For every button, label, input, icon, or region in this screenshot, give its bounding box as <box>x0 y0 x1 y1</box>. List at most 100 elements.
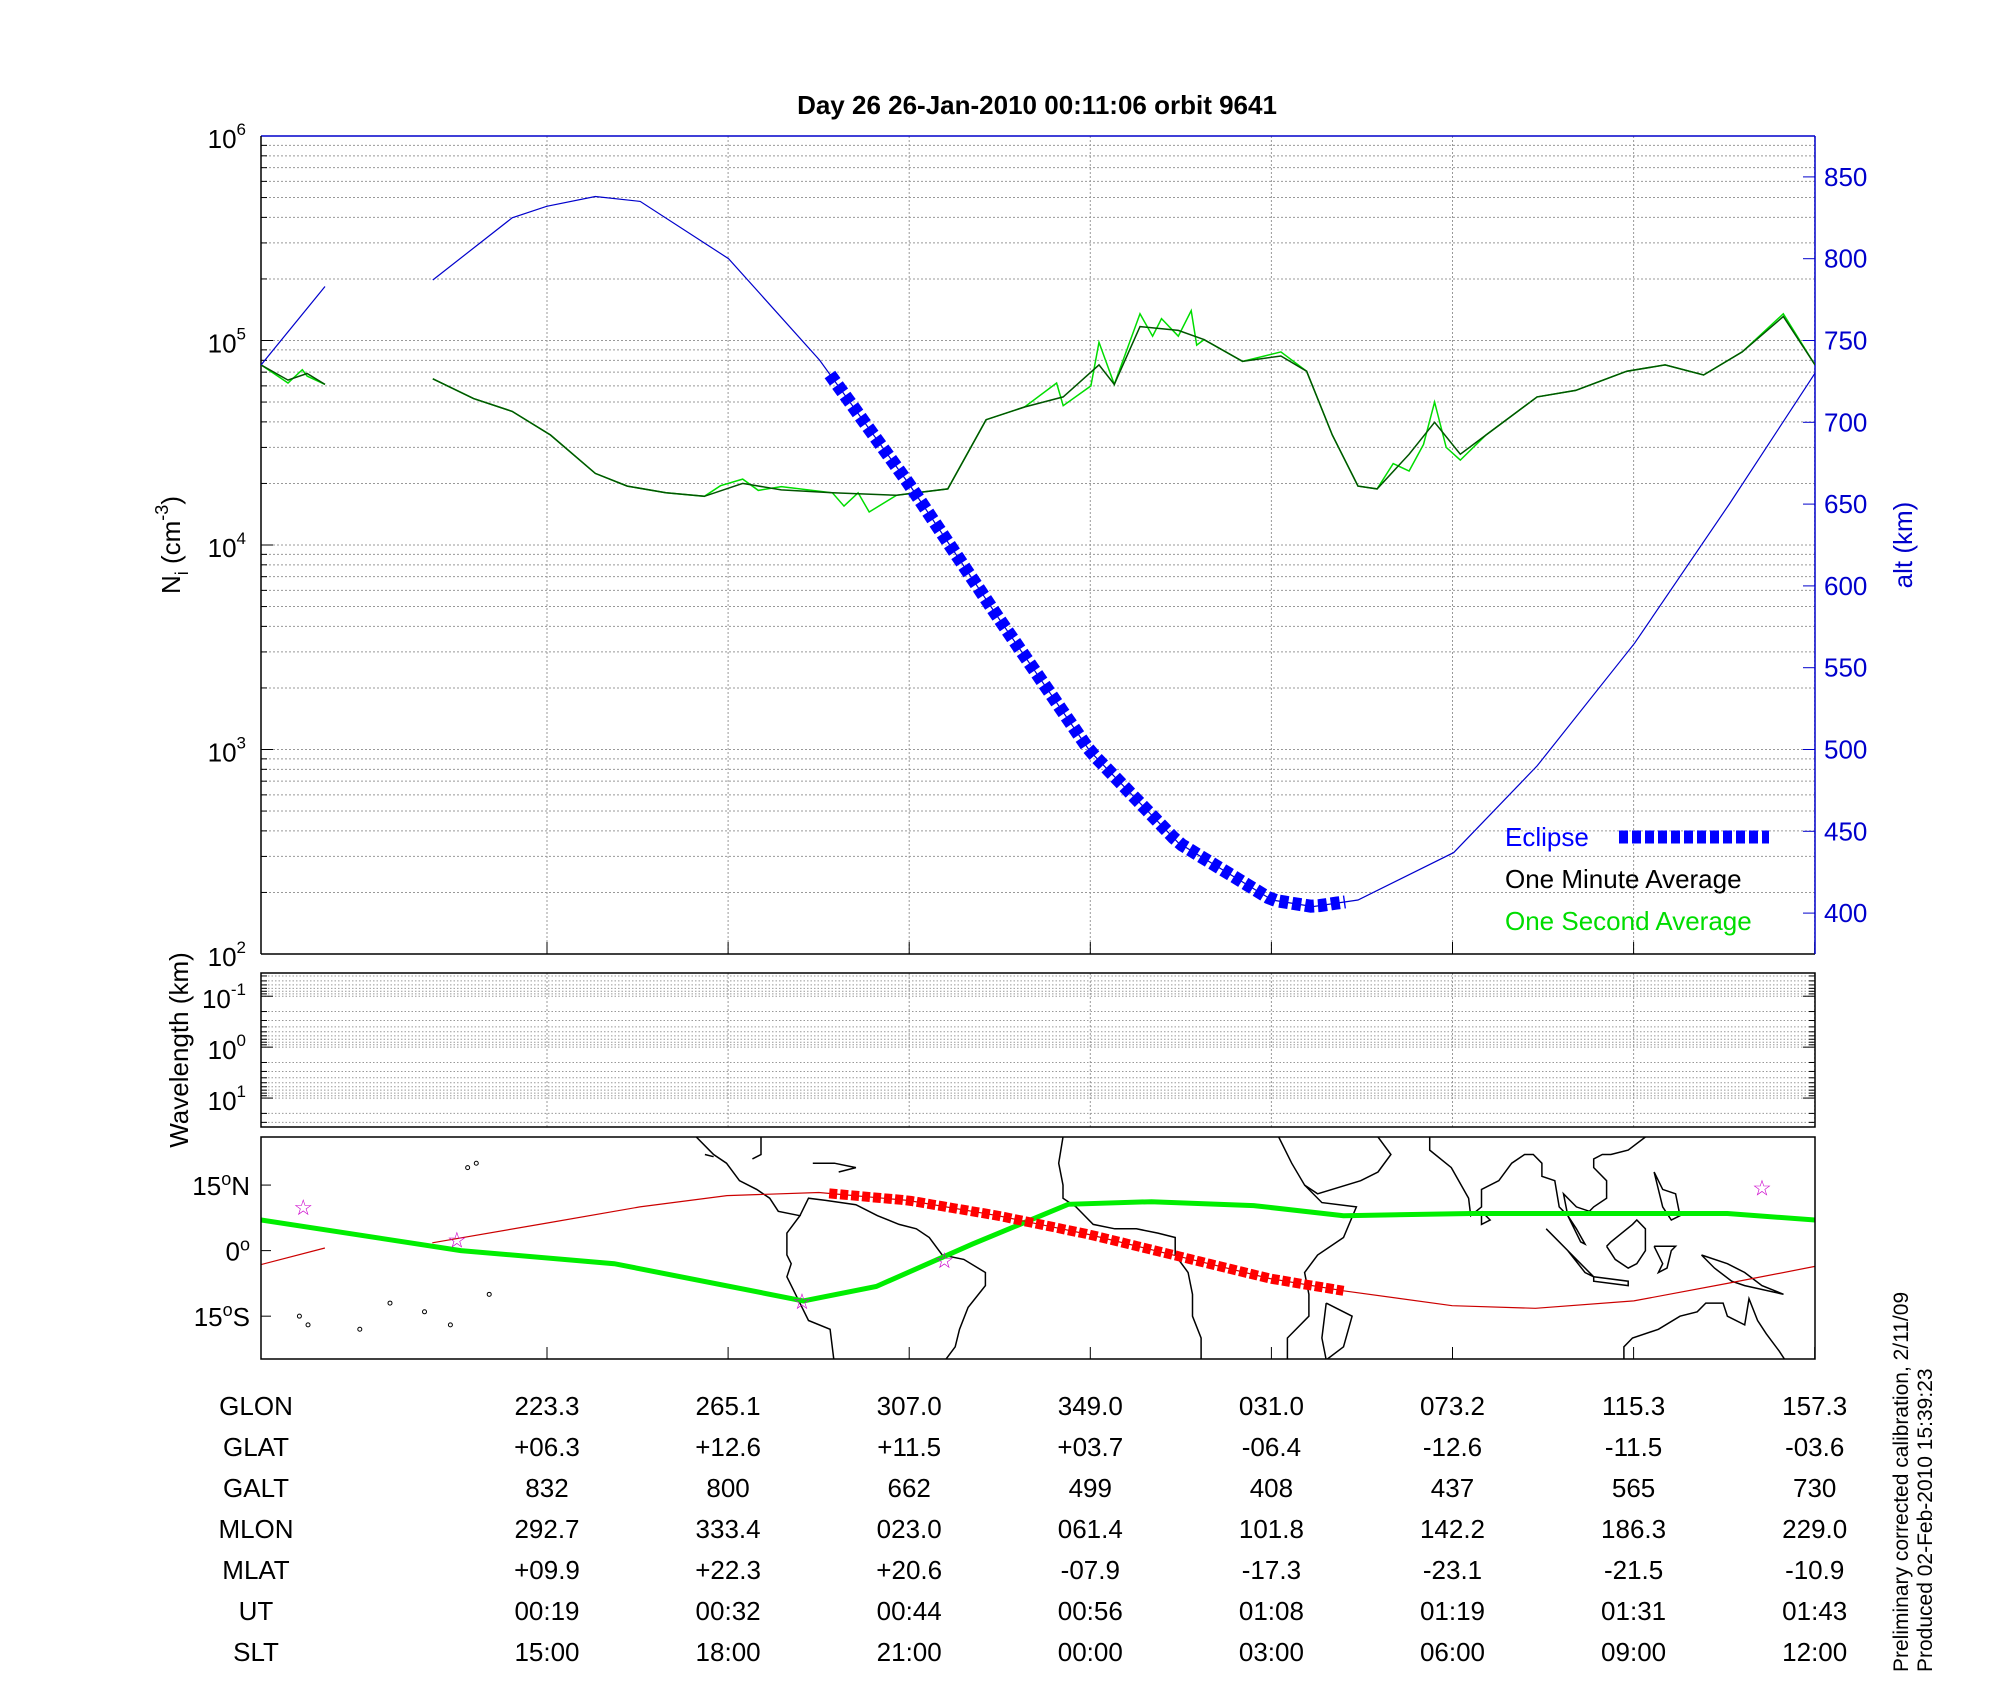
row-value: 01:19 <box>1420 1596 1485 1626</box>
y2-tick-label: 500 <box>1824 735 1867 765</box>
y-tick-label: 103 <box>208 734 246 768</box>
row-label: GLAT <box>223 1432 289 1462</box>
star-marker: ☆ <box>935 1248 955 1273</box>
island <box>305 1322 311 1328</box>
row-value: 023.0 <box>877 1514 942 1544</box>
row-value: 00:56 <box>1058 1596 1123 1626</box>
row-value: -07.9 <box>1061 1555 1120 1585</box>
map-panel: ☆ ☆ ☆ ☆ ☆ 15oN 0o 15oS <box>192 1136 1816 1360</box>
island <box>486 1291 492 1297</box>
row-value: 115.3 <box>1602 1391 1665 1421</box>
star-marker: ☆ <box>447 1227 467 1252</box>
chart-title: Day 26 26-Jan-2010 00:11:06 orbit 9641 <box>797 90 1277 120</box>
island <box>296 1313 302 1319</box>
row-value: +12.6 <box>695 1432 761 1462</box>
altitude-line <box>261 286 326 366</box>
row-value: 18:00 <box>696 1637 761 1667</box>
row-value: 01:43 <box>1782 1596 1847 1626</box>
row-value: 00:32 <box>696 1596 761 1626</box>
row-value: 00:19 <box>514 1596 579 1626</box>
y2-axis-label: alt (km) <box>1888 502 1918 589</box>
row-value: 06:00 <box>1420 1637 1485 1667</box>
coastline <box>695 1137 835 1359</box>
row-value: 333.4 <box>696 1514 761 1544</box>
map-area: ☆ ☆ ☆ ☆ ☆ <box>261 1137 1815 1359</box>
panel-frame <box>260 972 1816 1128</box>
row-value: 800 <box>706 1473 749 1503</box>
y-tick-label: 105 <box>208 325 246 359</box>
lat-tick-label: 0o <box>226 1235 250 1267</box>
row-value: +22.3 <box>695 1555 761 1585</box>
coastline <box>812 1162 857 1173</box>
y2-tick-label: 800 <box>1824 244 1867 274</box>
row-value: -06.4 <box>1242 1432 1301 1462</box>
island <box>387 1300 393 1306</box>
row-label: SLT <box>233 1637 279 1667</box>
row-value: 223.3 <box>514 1391 579 1421</box>
table-row: GLAT +06.3 +12.6 +11.5 +03.7 -06.4 -12.6 -11.5 -… <box>223 1432 1844 1462</box>
row-value: +09.9 <box>514 1555 580 1585</box>
row-value: 061.4 <box>1058 1514 1123 1544</box>
satellite-track-line <box>432 1191 1815 1309</box>
density-panel: 106 105 104 103 102 400 450 500 550 600 650 700 750 8… <box>152 120 1918 972</box>
coastline <box>1545 1228 1595 1278</box>
y-tick-label: 104 <box>208 529 246 563</box>
star-marker: ☆ <box>1752 1176 1772 1201</box>
row-value: 499 <box>1069 1473 1112 1503</box>
y-tick-label: 106 <box>208 120 246 154</box>
row-value: 142.2 <box>1420 1514 1485 1544</box>
row-value: 073.2 <box>1420 1391 1485 1421</box>
row-value: 12:00 <box>1782 1637 1847 1667</box>
table-row: SLT 15:00 18:00 21:00 00:00 03:00 06:00 09:00 12… <box>233 1637 1847 1667</box>
y-tick-label: 101 <box>208 1082 246 1116</box>
row-value: -12.6 <box>1423 1432 1482 1462</box>
row-value: +20.6 <box>876 1555 942 1585</box>
y2-tick-label: 750 <box>1824 326 1867 356</box>
row-label: UT <box>239 1596 274 1626</box>
footer-calibration: Preliminary corrected calibration, 2/11/… <box>1890 1292 1913 1672</box>
row-value: 101.8 <box>1239 1514 1304 1544</box>
row-label: MLON <box>218 1514 293 1544</box>
legend-minute-label: One Minute Average <box>1505 864 1742 894</box>
table-row: GALT 832 800 662 499 408 437 565 730 <box>223 1473 1836 1503</box>
y2-tick-label: 650 <box>1824 489 1867 519</box>
wavelength-panel: 10-1 100 101 Wavelength (km) <box>164 952 1816 1148</box>
coastline <box>1428 1137 1646 1246</box>
panel-frame <box>260 1136 1816 1360</box>
star-marker: ☆ <box>293 1195 313 1220</box>
row-value: +03.7 <box>1057 1432 1123 1462</box>
row-value: -21.5 <box>1604 1555 1663 1585</box>
one-minute-average-line <box>432 315 1815 498</box>
eclipse-track-line <box>828 1188 1345 1296</box>
coastline <box>1321 1302 1353 1359</box>
row-value: 307.0 <box>877 1391 942 1421</box>
y-tick-label: 100 <box>208 1031 246 1065</box>
eclipse-line <box>824 370 1346 913</box>
row-label: MLAT <box>222 1555 290 1585</box>
star-marker: ☆ <box>792 1289 812 1314</box>
coastline <box>1057 1137 1202 1359</box>
coastline <box>1700 1254 1784 1296</box>
satellite-track-line <box>261 1247 326 1266</box>
coastline <box>752 1137 762 1160</box>
row-value: 437 <box>1431 1473 1474 1503</box>
row-value: -23.1 <box>1423 1555 1482 1585</box>
island <box>422 1309 428 1315</box>
legend-eclipse-label: Eclipse <box>1505 822 1589 852</box>
row-value: 01:08 <box>1239 1596 1304 1626</box>
row-value: 349.0 <box>1058 1391 1123 1421</box>
coastline <box>1304 1137 1392 1195</box>
legend-second-label: One Second Average <box>1505 906 1752 936</box>
row-value: 01:31 <box>1601 1596 1666 1626</box>
altitude-line <box>432 195 1815 908</box>
plot-area <box>261 195 1815 913</box>
y-tick-label: 102 <box>208 938 246 972</box>
row-value: 031.0 <box>1239 1391 1304 1421</box>
row-value: 09:00 <box>1601 1637 1666 1667</box>
coastline <box>1623 1295 1786 1359</box>
island <box>473 1160 479 1166</box>
lat-tick-label: 15oS <box>194 1300 250 1332</box>
dip-equator-line <box>261 1199 1815 1304</box>
row-value: -11.5 <box>1605 1432 1662 1462</box>
y-axis-label: Wavelength (km) <box>164 952 194 1148</box>
